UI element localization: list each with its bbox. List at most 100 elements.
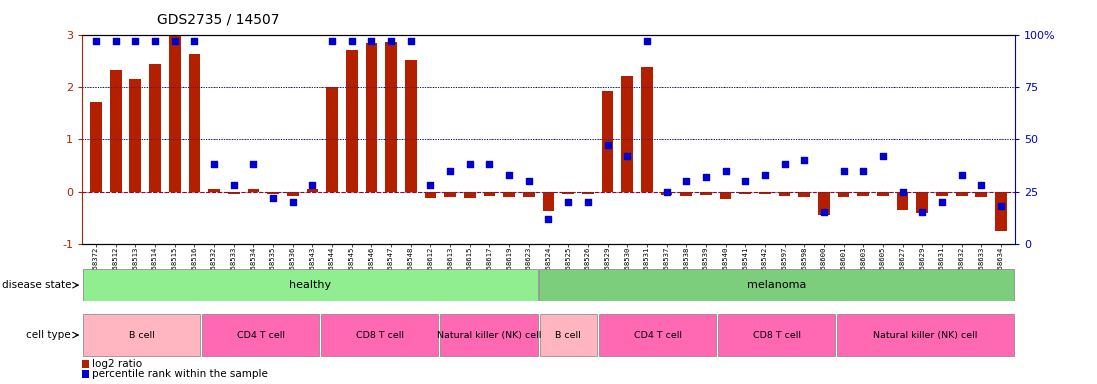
- Bar: [228, 192, 239, 194]
- Text: disease state: disease state: [1, 280, 71, 290]
- Point: [973, 182, 991, 188]
- Point: [402, 38, 419, 44]
- Point: [264, 195, 282, 201]
- Point: [185, 38, 203, 44]
- Bar: [326, 87, 338, 192]
- Point: [480, 161, 498, 167]
- Bar: [248, 189, 259, 192]
- Point: [894, 189, 912, 195]
- Text: B cell: B cell: [555, 331, 581, 339]
- Point: [953, 172, 971, 178]
- Bar: [464, 192, 476, 198]
- Bar: [540, 314, 597, 356]
- Point: [619, 153, 636, 159]
- Bar: [599, 314, 716, 356]
- Point: [736, 178, 754, 184]
- Text: healthy: healthy: [290, 280, 331, 290]
- Point: [559, 199, 577, 205]
- Point: [815, 209, 833, 215]
- Point: [520, 178, 538, 184]
- Bar: [405, 60, 417, 192]
- Point: [658, 189, 676, 195]
- Text: CD8 T cell: CD8 T cell: [355, 331, 404, 339]
- Point: [992, 203, 1009, 209]
- Text: cell type: cell type: [26, 330, 71, 340]
- Bar: [916, 192, 928, 214]
- Bar: [110, 70, 122, 192]
- Bar: [504, 192, 516, 197]
- Point: [579, 199, 597, 205]
- Point: [934, 199, 951, 205]
- Text: GDS2735 / 14507: GDS2735 / 14507: [157, 12, 280, 26]
- Bar: [82, 270, 539, 301]
- Bar: [90, 101, 102, 192]
- Bar: [385, 42, 397, 192]
- Point: [500, 172, 518, 178]
- Point: [441, 167, 459, 174]
- Point: [599, 142, 617, 149]
- Bar: [759, 192, 771, 194]
- Bar: [838, 192, 849, 197]
- Bar: [799, 192, 811, 197]
- Bar: [83, 314, 201, 356]
- Point: [540, 216, 557, 222]
- Bar: [660, 192, 672, 195]
- Bar: [306, 189, 318, 192]
- Point: [363, 38, 381, 44]
- Point: [88, 38, 105, 44]
- Bar: [82, 370, 89, 378]
- Bar: [936, 192, 948, 196]
- Bar: [484, 192, 496, 196]
- Point: [146, 38, 163, 44]
- Point: [343, 38, 361, 44]
- Point: [855, 167, 872, 174]
- Bar: [858, 192, 869, 196]
- Point: [106, 38, 124, 44]
- Bar: [955, 192, 968, 196]
- Text: B cell: B cell: [129, 331, 155, 339]
- Bar: [621, 76, 633, 192]
- Bar: [601, 91, 613, 192]
- Point: [324, 38, 341, 44]
- Point: [421, 182, 439, 188]
- Bar: [208, 189, 220, 192]
- Bar: [563, 192, 574, 194]
- Bar: [189, 55, 201, 192]
- Point: [205, 161, 223, 167]
- Point: [166, 38, 183, 44]
- Text: percentile rank within the sample: percentile rank within the sample: [92, 369, 268, 379]
- Point: [874, 153, 892, 159]
- Bar: [719, 314, 835, 356]
- Text: CD4 T cell: CD4 T cell: [634, 331, 681, 339]
- Bar: [268, 192, 279, 194]
- Bar: [720, 192, 732, 199]
- Point: [756, 172, 773, 178]
- Text: melanoma: melanoma: [747, 280, 806, 290]
- Point: [835, 167, 852, 174]
- Bar: [896, 192, 908, 210]
- Bar: [129, 78, 142, 192]
- Bar: [82, 360, 89, 368]
- Text: CD8 T cell: CD8 T cell: [753, 331, 801, 339]
- Text: Natural killer (NK) cell: Natural killer (NK) cell: [437, 331, 541, 339]
- Point: [461, 161, 478, 167]
- Point: [126, 38, 144, 44]
- Bar: [975, 192, 987, 197]
- Point: [304, 182, 321, 188]
- Point: [697, 174, 714, 180]
- Bar: [543, 192, 554, 212]
- Bar: [202, 314, 319, 356]
- Bar: [877, 192, 889, 196]
- Bar: [286, 192, 298, 196]
- Bar: [739, 192, 751, 194]
- Bar: [818, 192, 829, 215]
- Point: [795, 157, 813, 163]
- Bar: [365, 43, 377, 192]
- Point: [716, 167, 734, 174]
- Bar: [440, 314, 538, 356]
- Bar: [346, 50, 358, 192]
- Point: [245, 161, 262, 167]
- Text: CD4 T cell: CD4 T cell: [237, 331, 285, 339]
- Bar: [581, 192, 593, 194]
- Bar: [995, 192, 1007, 231]
